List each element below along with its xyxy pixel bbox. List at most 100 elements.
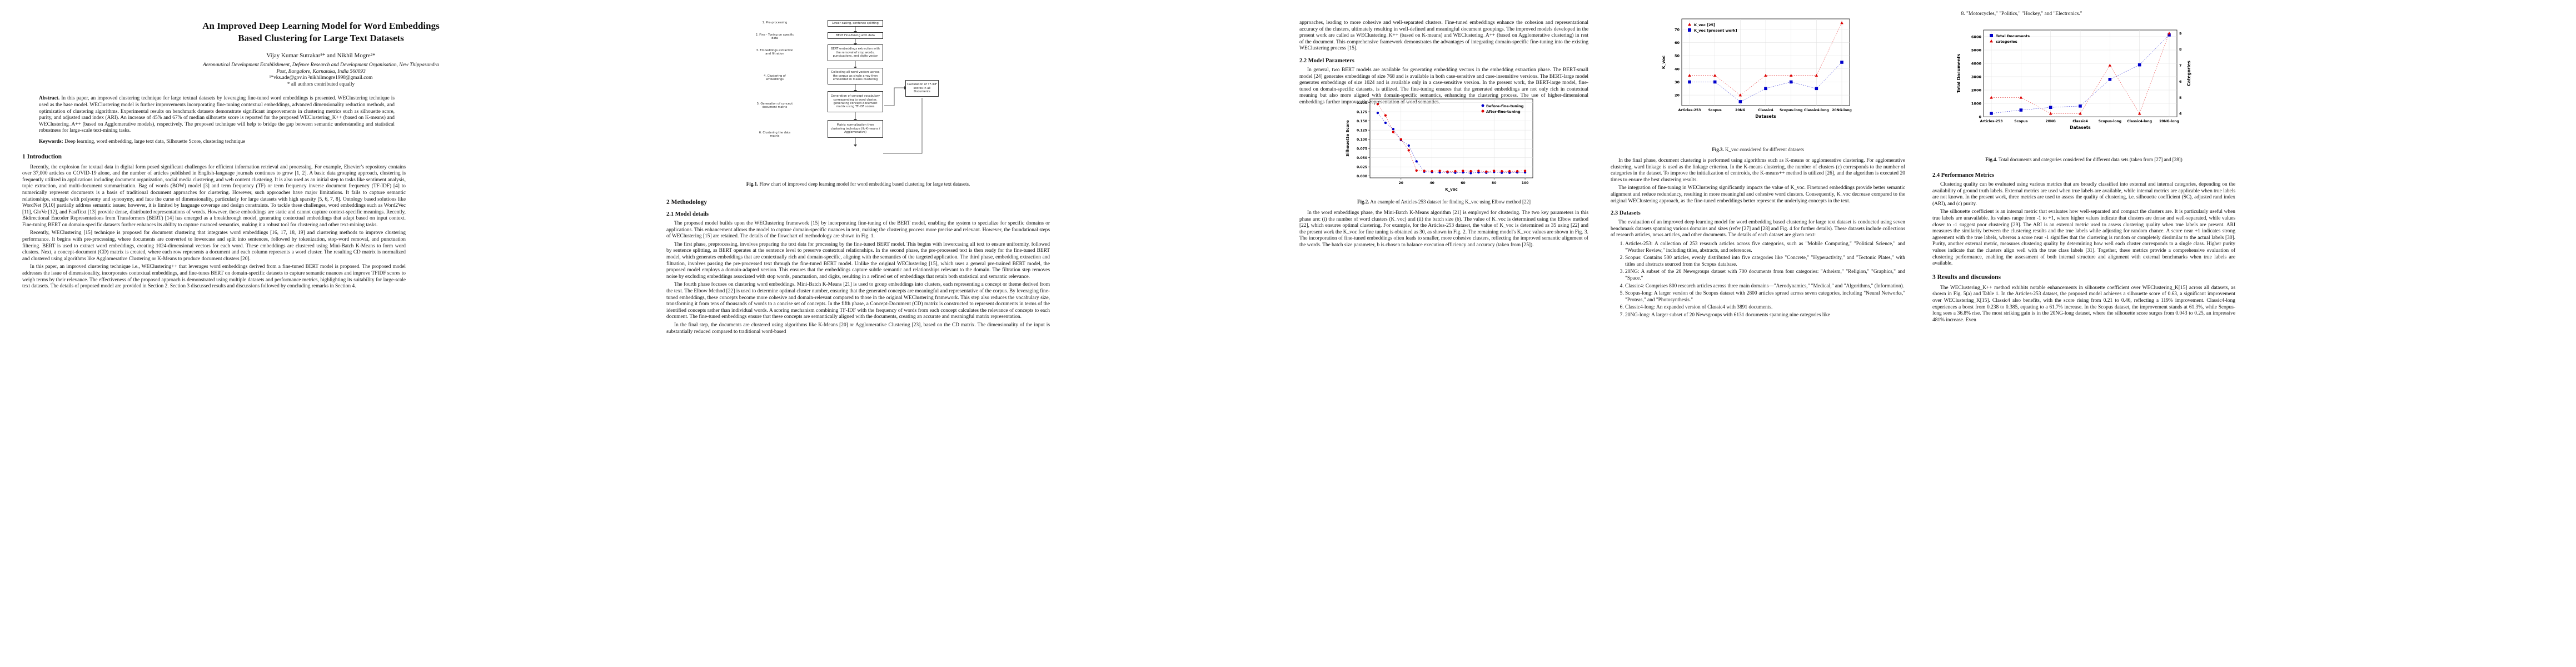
- x-tick-label: 40: [1429, 181, 1434, 185]
- data-point: [1500, 170, 1503, 173]
- results-para: The WEClustering_K++ method exhibits not…: [1932, 285, 2235, 323]
- datasets-list: Articles-253: A collection of 253 resear…: [1611, 241, 1905, 319]
- data-point: [1738, 93, 1742, 97]
- data-point: [1407, 149, 1410, 152]
- data-point: [2019, 96, 2023, 99]
- page-1: An Improved Deep Learning Model for Word…: [0, 0, 644, 667]
- data-point: [1815, 73, 1818, 77]
- p3-integration-para: The integration of fine-tuning in WEClus…: [1611, 185, 1905, 204]
- flow-box-1: Lower casing, sentence splitting: [828, 20, 883, 27]
- dataset-item: Articles-253: A collection of 253 resear…: [1625, 241, 1905, 254]
- datasets-list-continued: "Motorcycles," "Politics," "Hockey," and…: [1952, 11, 2241, 18]
- data-point: [1789, 73, 1793, 77]
- flow-step-label-3: 3. Embeddings extraction and filtration: [756, 49, 794, 56]
- series-1: [1376, 103, 1527, 173]
- x-tick-label: Classic4: [2072, 120, 2087, 123]
- y-tick-label: 0.050: [1357, 156, 1367, 160]
- flow-step-label-5: 5. Generation of concept document matrix: [756, 102, 793, 109]
- series-1: [1990, 31, 2171, 115]
- legend-marker: [1481, 109, 1484, 113]
- x-tick-label: 20NG: [2046, 120, 2056, 123]
- fig2-caption-label: Fig.2.: [1357, 199, 1369, 205]
- dataset-item: 20NG: A subset of the 20 Newsgroups data…: [1625, 269, 1905, 282]
- y-axis-label: K_voc: [1661, 56, 1666, 69]
- model-details-heading: 2.1 Model details: [666, 211, 709, 217]
- data-point: [1415, 169, 1418, 172]
- legend-label: Before-fine-tuning: [1486, 104, 1524, 108]
- flow-step-label-2: 2. Fine - Tuning on specific data: [755, 33, 794, 41]
- data-point: [1764, 87, 1767, 91]
- x-tick-label: 80: [1492, 181, 1496, 185]
- data-point: [2108, 63, 2112, 67]
- y-tick-label: 0.125: [1357, 129, 1367, 133]
- data-point: [2137, 63, 2141, 67]
- datasets-para: The evaluation of an improved deep learn…: [1611, 220, 1905, 238]
- perf-para-2: The silhouette coefficient is an interna…: [1932, 209, 2235, 267]
- affiliation: Aeronautical Development Establishment, …: [203, 62, 439, 74]
- series-line: [1377, 104, 1526, 172]
- flow-box-3: BERT embeddings extraction with the remo…: [828, 44, 883, 61]
- y-tick-label: 0.000: [1357, 175, 1367, 178]
- legend-label: Total Documents: [1996, 34, 2030, 38]
- y-right-tick-label: 7: [2179, 63, 2182, 68]
- y-tick-label: 4000: [1971, 62, 1982, 66]
- y-tick-label: 6000: [1971, 35, 1982, 39]
- y-tick-label: 0: [1979, 115, 1981, 120]
- data-point: [2108, 78, 2112, 81]
- dataset-item: 20NG-long: A larger subset of 20 Newsgro…: [1625, 312, 1905, 319]
- data-point: [1407, 144, 1410, 147]
- y-tick-label: 1000: [1971, 102, 1982, 106]
- data-point: [1384, 121, 1387, 125]
- intro-para-1: Recently, the explosion for textual data…: [22, 164, 406, 228]
- intro-body: Recently, the explosion for textual data…: [22, 165, 406, 290]
- y-tick-label: 2000: [1971, 88, 1982, 93]
- intro-para-2: Recently, WEClustering [15] technique is…: [22, 230, 406, 262]
- legend-marker: [1481, 104, 1484, 107]
- method-para-4: In the final step, the documents are clu…: [666, 322, 1050, 335]
- keywords-text: Deep learning, word embedding, large tex…: [64, 138, 246, 145]
- x-tick-label: Scopus-long: [2099, 120, 2121, 123]
- data-point: [1523, 170, 1527, 172]
- abstract-text: In this paper, an improved clustering te…: [39, 96, 395, 134]
- intro-para-3: In this paper, an improved clustering te…: [22, 264, 406, 290]
- x-tick-label: Articles-253: [1980, 120, 2003, 123]
- data-point: [1789, 80, 1793, 84]
- data-point: [1469, 172, 1472, 175]
- equal-contribution-note: * all authors contributed equally: [287, 81, 355, 87]
- data-point: [1713, 73, 1717, 77]
- y-tick-label: 30: [1675, 80, 1680, 84]
- model-params-para: In general, two BERT models are availabl…: [1299, 67, 1588, 105]
- page-3: approaches, leading to more cohesive and…: [1288, 0, 1932, 667]
- author-emails: ¹*vks.ade@gov.in ²nikhilmogre1998@gmail.…: [269, 75, 373, 81]
- data-point: [2168, 31, 2171, 35]
- y-tick-label: 0.100: [1357, 138, 1367, 142]
- page-4: "Motorcycles," "Politics," "Hockey," and…: [1932, 0, 2576, 667]
- y-right-tick-label: 6: [2179, 79, 2182, 84]
- figure-2-silhouette-chart: 0.000 0.025 0.050 0.075 0.100 0.125 0.150 0.175…: [1346, 98, 1533, 192]
- abstract-label: Abstract.: [39, 96, 60, 102]
- y-right-tick-label: 5: [2179, 96, 2182, 100]
- legend-marker: [1688, 23, 1691, 26]
- dataset-item-continued: "Motorcycles," "Politics," "Hockey," and…: [1966, 11, 2241, 18]
- y-tick-label: 0.150: [1357, 120, 1367, 123]
- data-point: [1462, 170, 1464, 172]
- intro-heading: 1 Introduction: [22, 153, 62, 160]
- data-point: [1454, 170, 1457, 173]
- authors: Vijay Kumar Sutrakar¹* and Nikhil Mogre²…: [266, 52, 376, 59]
- data-point: [1508, 170, 1511, 173]
- paper-title: An Improved Deep Learning Model for Word…: [202, 21, 440, 43]
- fig1-caption: Fig.1. Flow chart of improved deep learn…: [666, 181, 1050, 187]
- fig4-caption: Fig.4. Total documents and categories co…: [1932, 157, 2235, 163]
- flow-box-4: Collecting all word vectors across the c…: [828, 68, 883, 84]
- flow-box-5: Generation of concept vocabulary corresp…: [828, 91, 883, 112]
- dataset-item: Scopus-long: A larger version of the Sco…: [1625, 291, 1905, 303]
- data-point: [2079, 104, 2082, 108]
- legend-label: After-fine-tuning: [1486, 109, 1521, 114]
- page4-body: 2.4 Performance Metrics Clustering quali…: [1932, 167, 2235, 325]
- legend-marker: [1990, 39, 1993, 43]
- flow-step-label-1: 1. Pre-processing: [762, 21, 788, 24]
- data-point: [2168, 33, 2171, 37]
- legend-label: categories: [1996, 39, 2017, 44]
- fig1-caption-text: Flow chart of improved deep learning mod…: [759, 181, 970, 187]
- data-point: [1415, 160, 1418, 163]
